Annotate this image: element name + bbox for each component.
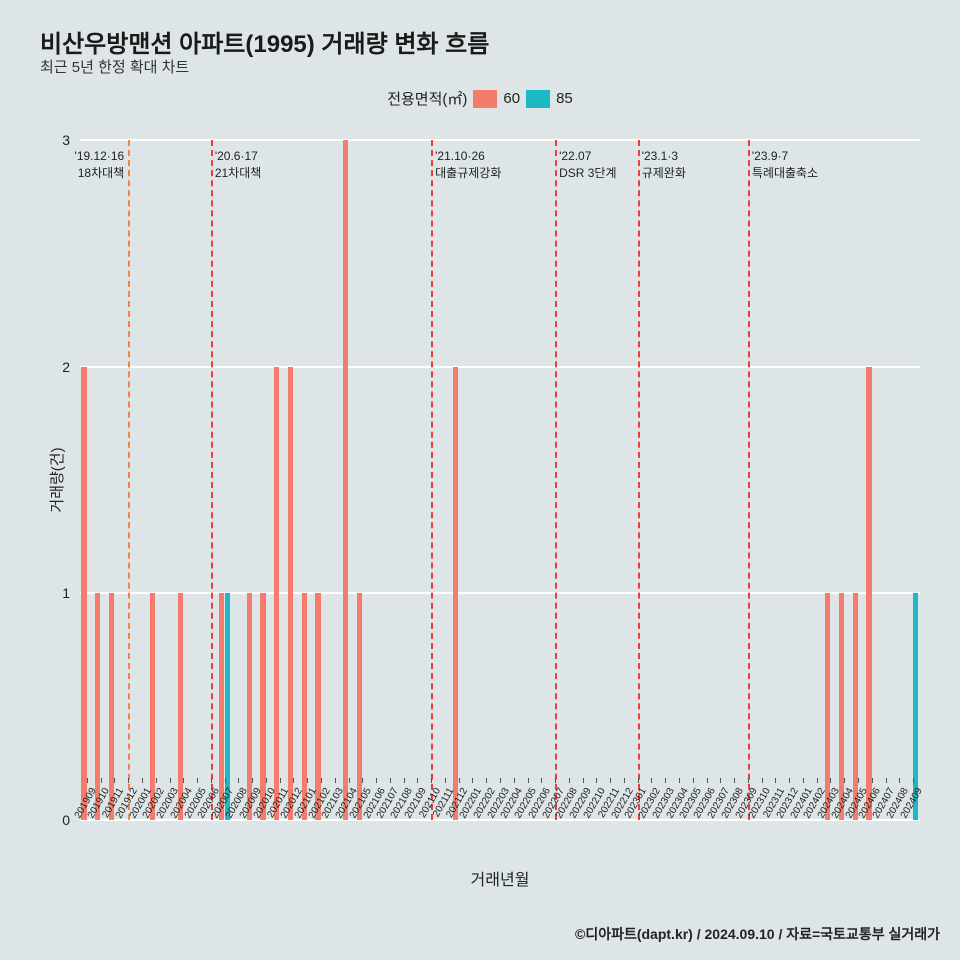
x-tick-mark [114,778,115,783]
x-tick-mark [569,778,570,783]
legend-item-label: 60 [503,90,520,107]
x-tick-mark [500,778,501,783]
x-ticks: 2019092019102019112019122020012020022020… [80,778,920,828]
x-tick-mark [514,778,515,783]
x-tick-mark [528,778,529,783]
x-tick-mark [390,778,391,783]
x-tick-mark [197,778,198,783]
x-tick-mark [541,778,542,783]
x-tick-mark [748,778,749,783]
x-tick-mark [610,778,611,783]
legend: 전용면적(㎡) 60 85 [0,88,960,109]
y-tick-label: 3 [62,132,70,148]
x-tick-mark [238,778,239,783]
x-tick-mark [404,778,405,783]
x-tick-mark [844,778,845,783]
plot-area: 0123 '19.12·1618차대책'20.6·1721차대책'21.10·2… [80,140,920,820]
x-tick-mark [886,778,887,783]
x-tick-mark [142,778,143,783]
bar [453,367,458,820]
x-tick-mark [830,778,831,783]
x-tick-mark [280,778,281,783]
x-tick-mark [762,778,763,783]
x-tick-mark [679,778,680,783]
x-tick-mark [486,778,487,783]
x-tick-mark [734,778,735,783]
x-tick-mark [293,778,294,783]
x-tick-mark [665,778,666,783]
chart-title: 비산우방맨션 아파트(1995) 거래량 변화 흐름 [40,24,489,59]
x-tick-mark [555,778,556,783]
bar [81,367,86,820]
chart-subtitle: 최근 5년 한정 확대 차트 [40,56,189,77]
x-tick-mark [349,778,350,783]
bar [288,367,293,820]
x-tick-mark [693,778,694,783]
legend-swatch [473,90,497,108]
x-tick-mark [101,778,102,783]
x-tick-mark [459,778,460,783]
x-tick-mark [803,778,804,783]
x-tick-mark [789,778,790,783]
x-tick-mark [431,778,432,783]
x-tick-mark [651,778,652,783]
x-tick-mark [596,778,597,783]
x-tick-mark [707,778,708,783]
x-tick-mark [775,778,776,783]
x-tick-mark [899,778,900,783]
x-tick-mark [913,778,914,783]
x-tick-mark [211,778,212,783]
x-tick-mark [252,778,253,783]
legend-label: 전용면적(㎡) [387,88,467,109]
bar [343,140,348,820]
x-tick-mark [720,778,721,783]
x-tick-mark [307,778,308,783]
x-tick-mark [817,778,818,783]
x-tick-mark [183,778,184,783]
x-tick-mark [321,778,322,783]
y-tick-label: 1 [62,585,70,601]
x-tick-mark [872,778,873,783]
x-tick-mark [624,778,625,783]
credit-text: ©디아파트(dapt.kr) / 2024.09.10 / 자료=국토교통부 실… [575,924,940,944]
x-tick-mark [445,778,446,783]
x-tick-mark [376,778,377,783]
x-tick-mark [638,778,639,783]
bar [274,367,279,820]
legend-item-label: 85 [556,90,573,107]
x-tick-mark [858,778,859,783]
bar [866,367,871,820]
x-tick-mark [335,778,336,783]
y-tick-label: 0 [62,812,70,828]
x-tick-mark [472,778,473,783]
x-tick-mark [87,778,88,783]
legend-swatch [526,90,550,108]
bars-container [80,140,920,820]
x-tick-mark [417,778,418,783]
x-tick-mark [266,778,267,783]
y-axis-label: 거래량(건) [46,447,67,512]
x-tick-mark [583,778,584,783]
y-tick-label: 2 [62,359,70,375]
x-axis-label: 거래년월 [471,866,530,890]
x-tick-mark [128,778,129,783]
x-tick-mark [156,778,157,783]
x-tick-mark [170,778,171,783]
x-tick-mark [225,778,226,783]
x-tick-mark [362,778,363,783]
